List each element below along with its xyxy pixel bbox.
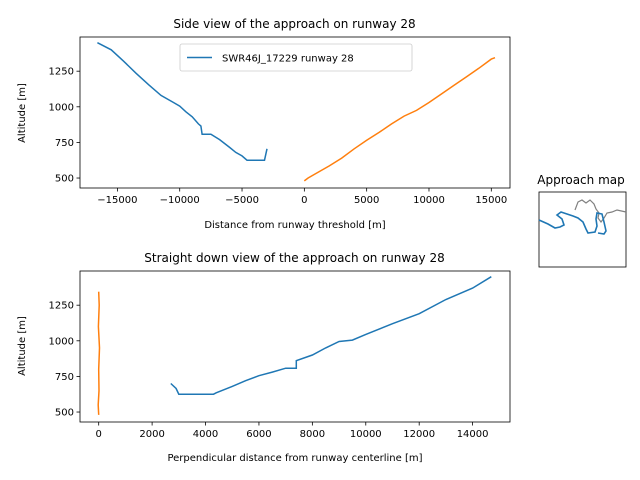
side-view-ylabel: Altitude [m] [17, 83, 28, 143]
side-view-ytick-label: 500 [55, 174, 74, 185]
down-view-xtick-label: 8000 [300, 429, 325, 440]
approach-map-frame [538, 191, 627, 268]
side-view-ytick-label: 750 [55, 138, 74, 149]
side-view-ytick-label: 1250 [49, 67, 74, 78]
approach-map-title: Approach map [537, 173, 625, 187]
legend: SWR46J_17229 runway 28 [179, 43, 413, 72]
side-view-series-layer [97, 42, 496, 182]
down-view-xtick-label: 6000 [246, 429, 271, 440]
side-view-x-ticks: −15000 −10000 −5000 0 5000 10000 15000 [97, 188, 507, 206]
approach-map-track [538, 211, 607, 235]
down-view-axes-frame [79, 270, 511, 423]
down-view-xtick-label: 14000 [457, 429, 489, 440]
down-view-y-ticks: 500 750 1000 1250 [49, 301, 80, 419]
down-view-ytick-label: 750 [55, 372, 74, 383]
side-view-xtick-label: −10000 [160, 195, 200, 206]
down-view-x-ticks: 0 2000 4000 6000 8000 10000 12000 14000 [96, 422, 489, 440]
side-view-xtick-label: 0 [301, 195, 307, 206]
legend-label: SWR46J_17229 runway 28 [222, 54, 354, 65]
approach-map-runway-outline [574, 199, 627, 223]
side-view-series-line-1 [97, 42, 268, 161]
down-view-title: Straight down view of the approach on ru… [144, 251, 444, 265]
down-view-xtick-label: 0 [96, 429, 102, 440]
down-view-ytick-label: 1250 [49, 301, 74, 312]
down-view-xtick-label: 10000 [350, 429, 382, 440]
down-view-xtick-label: 2000 [139, 429, 164, 440]
down-view-ytick-label: 1000 [49, 336, 74, 347]
side-view-xtick-label: −5000 [225, 195, 259, 206]
side-view-xtick-label: 10000 [413, 195, 445, 206]
down-view-xtick-label: 12000 [403, 429, 435, 440]
down-view-ytick-label: 500 [55, 408, 74, 419]
down-view-ylabel: Altitude [m] [17, 316, 28, 376]
side-view-y-ticks: 500 750 1000 1250 [49, 67, 80, 185]
side-view-xtick-label: −15000 [97, 195, 137, 206]
side-view-axes-frame [79, 36, 511, 189]
legend-frame [179, 43, 413, 72]
side-view-xtick-label: 15000 [475, 195, 507, 206]
down-view-xtick-label: 4000 [193, 429, 218, 440]
side-view-xlabel: Distance from runway threshold [m] [204, 220, 385, 231]
down-view-series-layer [97, 276, 492, 415]
down-view-chart: Straight down view of the approach on ru… [17, 251, 511, 464]
side-view-ytick-label: 1000 [49, 102, 74, 113]
side-view-xtick-label: 5000 [354, 195, 379, 206]
side-view-title: Side view of the approach on runway 28 [173, 17, 415, 31]
side-view-series-line-2 [303, 56, 496, 182]
down-view-series-line-1 [170, 276, 492, 395]
side-view-chart: Side view of the approach on runway 28 −… [17, 17, 511, 231]
down-view-xlabel: Perpendicular distance from runway cente… [167, 453, 422, 464]
down-view-series-line-2 [97, 291, 101, 415]
approach-map: Approach map [537, 173, 627, 268]
